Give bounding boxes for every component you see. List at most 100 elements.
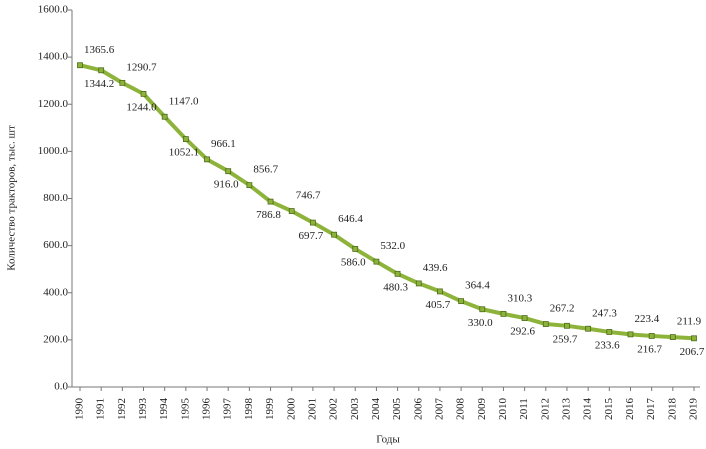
x-tick-label: 1991 [95, 398, 107, 420]
series-line [79, 63, 695, 341]
data-label: 1244.0 [126, 101, 157, 113]
data-label: 364.4 [465, 280, 490, 292]
data-label: 310.3 [507, 292, 532, 304]
y-tick-label: 1400.0 [38, 51, 69, 63]
data-label: 1365.6 [84, 44, 115, 56]
point-marker [627, 331, 634, 338]
data-label: 916.0 [214, 179, 239, 191]
data-label: 233.6 [595, 339, 620, 351]
data-label: 1290.7 [126, 61, 157, 73]
x-tick-label: 1997 [222, 398, 234, 421]
x-tick-label: 2008 [455, 398, 467, 421]
data-label: 966.1 [211, 138, 236, 150]
x-tick-label: 1990 [74, 398, 86, 421]
y-tick-label: 400.0 [43, 286, 68, 298]
x-tick-label: 1993 [137, 398, 149, 421]
point-marker [119, 79, 126, 86]
point-marker [246, 182, 253, 189]
x-tick-label: 1999 [264, 398, 276, 421]
x-tick-label: 2006 [412, 398, 424, 421]
x-tick-label: 2010 [497, 397, 509, 420]
x-tick-label: 2000 [285, 398, 297, 421]
data-label: 697.7 [299, 230, 324, 242]
y-tick-label: 1600.0 [38, 4, 69, 16]
point-marker [500, 310, 507, 317]
x-tick-label: 1994 [158, 398, 170, 421]
x-axis-title: Годы [376, 434, 400, 446]
data-label: 211.9 [677, 316, 702, 328]
data-label: 405.7 [426, 299, 451, 311]
x-tick-label: 2001 [306, 398, 318, 420]
point-marker [204, 156, 210, 163]
x-tick-label: 2005 [391, 398, 403, 421]
point-marker [140, 90, 147, 97]
point-marker [309, 219, 316, 226]
y-axis-title: Количество тракторов, тыс. шт [6, 125, 18, 271]
y-tick-label: 800.0 [43, 192, 68, 204]
data-label: 1052.1 [169, 147, 199, 159]
x-tick-label: 2007 [433, 398, 445, 421]
data-label: 216.7 [637, 343, 662, 355]
point-marker [669, 334, 676, 340]
data-label: 786.8 [256, 209, 281, 221]
data-label: 267.2 [550, 303, 575, 315]
x-tick-label: 1998 [243, 398, 255, 421]
y-tick-label: 1200.0 [38, 98, 69, 110]
point-marker [415, 280, 422, 287]
point-marker [585, 325, 592, 332]
point-marker [606, 329, 613, 335]
point-marker [331, 231, 337, 238]
data-label: 292.6 [510, 326, 535, 338]
data-label: 746.7 [296, 190, 321, 202]
point-marker [182, 136, 189, 142]
x-tick-label: 1995 [179, 398, 191, 421]
x-tick-label: 2014 [582, 398, 594, 421]
y-tick-label: 0.0 [54, 381, 68, 393]
data-label: 259.7 [553, 333, 578, 345]
y-tick-label: 600.0 [43, 239, 68, 251]
point-marker [98, 67, 105, 74]
point-marker [267, 198, 274, 205]
x-tick-label: 2013 [560, 398, 572, 421]
x-tick-label: 1992 [116, 398, 128, 420]
y-tick-label: 1000.0 [38, 145, 69, 157]
point-marker [352, 246, 359, 252]
data-label: 646.4 [338, 213, 363, 225]
x-tick-label: 2004 [370, 398, 382, 421]
point-marker [564, 322, 570, 329]
point-marker [161, 113, 168, 120]
data-label: 439.6 [423, 262, 448, 274]
x-tick-label: 2017 [645, 398, 657, 421]
point-marker [458, 298, 465, 305]
data-label: 330.0 [468, 317, 493, 329]
point-marker [437, 288, 443, 295]
data-label: 206.7 [680, 346, 705, 358]
x-tick-label: 2003 [349, 398, 361, 421]
data-label: 856.7 [253, 164, 278, 176]
x-tick-label: 2002 [328, 398, 340, 420]
point-marker [691, 335, 697, 342]
x-tick-label: 2009 [476, 398, 488, 421]
x-tick-label: 2012 [539, 398, 551, 420]
data-label: 586.0 [341, 256, 366, 268]
x-tick-label: 2015 [603, 398, 615, 421]
point-marker [521, 315, 528, 321]
x-tick-label: 2011 [518, 398, 530, 420]
point-marker [373, 258, 380, 265]
data-label: 1344.2 [84, 78, 114, 90]
data-label: 480.3 [383, 281, 408, 293]
x-tick-label: 1996 [201, 398, 213, 421]
point-marker [394, 270, 401, 277]
x-tick-label: 2018 [666, 398, 678, 421]
point-marker [648, 333, 655, 339]
data-label: 223.4 [634, 313, 659, 325]
point-marker [225, 168, 232, 175]
point-marker [479, 306, 486, 313]
data-label: 532.0 [380, 240, 405, 252]
data-label: 247.3 [592, 307, 617, 319]
data-label: 1147.0 [169, 95, 199, 107]
point-marker [288, 208, 295, 214]
x-tick-label: 2016 [624, 398, 636, 421]
point-marker [542, 321, 549, 327]
